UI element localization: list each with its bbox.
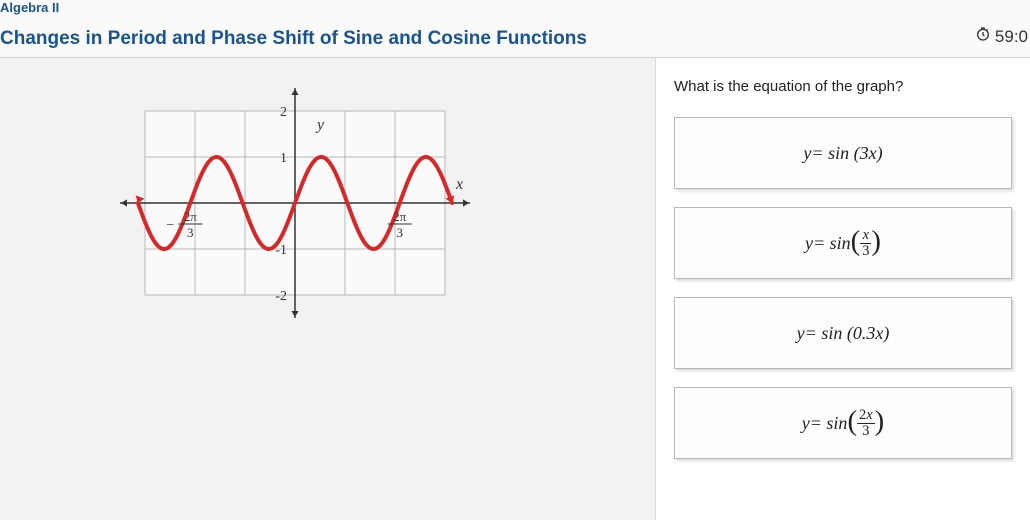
svg-text:3: 3: [187, 225, 194, 240]
timer-value: 59:0: [995, 27, 1028, 47]
svg-text:−: −: [166, 218, 174, 233]
choice-1[interactable]: y = sin (3x): [674, 117, 1012, 189]
svg-text:-2: -2: [275, 289, 287, 304]
svg-text:3: 3: [396, 225, 403, 240]
svg-text:1: 1: [280, 151, 287, 166]
graph-panel: 21-1-22π3−2π3yx: [0, 58, 655, 520]
svg-text:x: x: [455, 176, 463, 193]
course-label: Algebra II: [0, 0, 59, 15]
svg-text:-1: -1: [275, 243, 287, 258]
question-panel: What is the equation of the graph? y = s…: [655, 58, 1030, 520]
header: Algebra II Changes in Period and Phase S…: [0, 0, 1030, 58]
choice-3[interactable]: y = sin (0.3x): [674, 297, 1012, 369]
question-text: What is the equation of the graph?: [674, 78, 1012, 95]
svg-text:2π: 2π: [184, 209, 198, 224]
clock-icon: [975, 26, 991, 47]
timer: 59:0: [975, 26, 1028, 47]
graph: 21-1-22π3−2π3yx: [120, 88, 470, 318]
svg-text:y: y: [315, 116, 325, 133]
svg-text:2π: 2π: [393, 209, 407, 224]
lesson-title: Changes in Period and Phase Shift of Sin…: [0, 28, 587, 50]
svg-text:2: 2: [280, 105, 287, 120]
choice-2[interactable]: y = sin (x3): [674, 207, 1012, 279]
choice-4[interactable]: y = sin (2x3): [674, 387, 1012, 459]
